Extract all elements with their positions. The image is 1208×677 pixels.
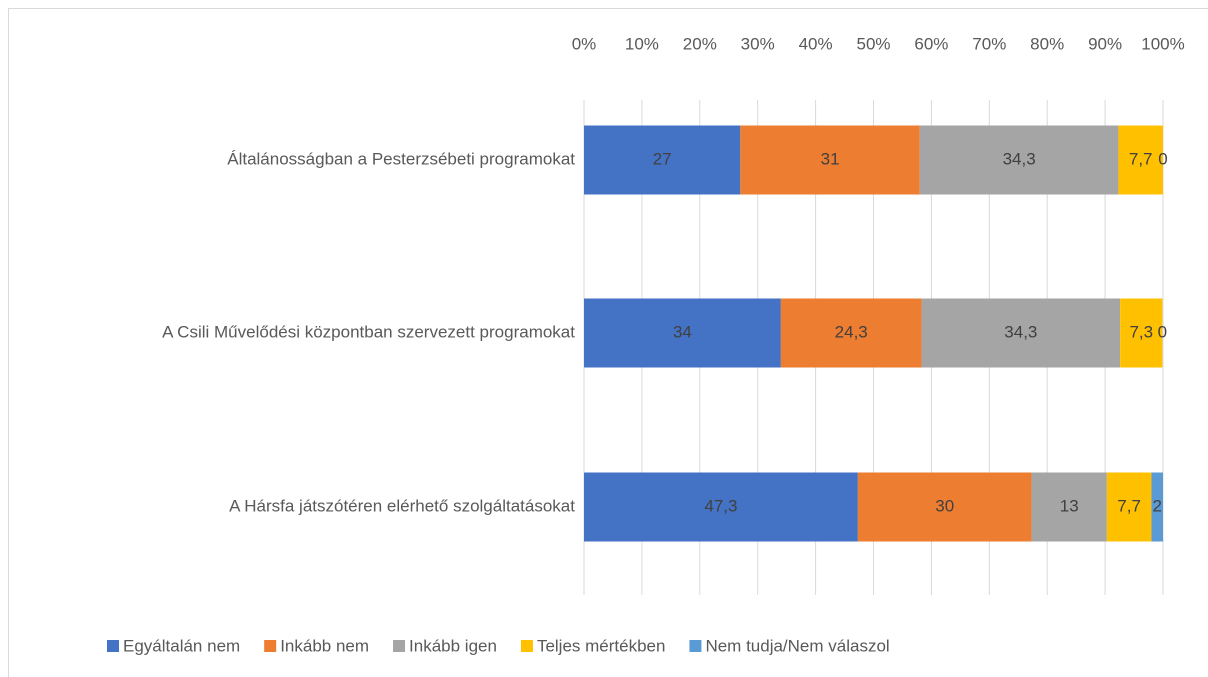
data-label: 7,7 bbox=[1117, 496, 1141, 515]
data-label: 27 bbox=[653, 149, 672, 168]
data-label: 31 bbox=[821, 149, 840, 168]
x-tick-label: 60% bbox=[914, 34, 948, 53]
x-tick-label: 80% bbox=[1030, 34, 1064, 53]
x-tick-label: 10% bbox=[625, 34, 659, 53]
chart-frame bbox=[8, 8, 1208, 677]
legend-swatch bbox=[393, 640, 406, 652]
bar-segment bbox=[1151, 472, 1163, 542]
bar-segment bbox=[919, 125, 1119, 195]
x-tick-label: 40% bbox=[799, 34, 833, 53]
x-tick-label: 50% bbox=[856, 34, 890, 53]
data-label: 13 bbox=[1060, 496, 1079, 515]
data-label: 7,7 bbox=[1129, 149, 1153, 168]
bar-segment bbox=[857, 472, 1032, 542]
legend-label: Teljes mértékben bbox=[537, 636, 666, 655]
legend-label: Egyáltalán nem bbox=[123, 636, 240, 655]
legend-swatch bbox=[107, 640, 119, 652]
data-label: 0 bbox=[1158, 322, 1167, 341]
category-label: Általánosságban a Pesterzsébeti programo… bbox=[227, 149, 575, 168]
x-tick-label: 90% bbox=[1088, 34, 1122, 53]
legend-swatch bbox=[264, 640, 277, 652]
bar-segment bbox=[1031, 472, 1107, 542]
bar-segment bbox=[584, 298, 781, 368]
data-label: 24,3 bbox=[835, 322, 868, 341]
bar-segment bbox=[780, 298, 922, 368]
legend-label: Inkább nem bbox=[280, 636, 369, 655]
bar-segment bbox=[584, 125, 741, 195]
bar-segment bbox=[1118, 125, 1163, 195]
data-label: 0 bbox=[1158, 149, 1167, 168]
x-tick-label: 70% bbox=[972, 34, 1006, 53]
data-label: 2 bbox=[1152, 496, 1161, 515]
category-label: A Hársfa játszótéren elérhető szolgáltat… bbox=[229, 496, 575, 515]
x-tick-label: 100% bbox=[1141, 34, 1184, 53]
legend-label: Inkább igen bbox=[409, 636, 497, 655]
legend-label: Nem tudja/Nem válaszol bbox=[705, 636, 889, 655]
data-label: 30 bbox=[935, 496, 954, 515]
x-tick-label: 20% bbox=[683, 34, 717, 53]
legend-swatch bbox=[689, 640, 702, 652]
bar-segment bbox=[740, 125, 920, 195]
bar-segment bbox=[1120, 298, 1163, 368]
bar-segment bbox=[1106, 472, 1152, 542]
data-label: 47,3 bbox=[704, 496, 737, 515]
category-label: A Csili Művelődési központban szervezett… bbox=[162, 322, 575, 341]
x-tick-label: 30% bbox=[741, 34, 775, 53]
bar-segment bbox=[584, 472, 858, 542]
data-label: 34,3 bbox=[1003, 149, 1036, 168]
x-tick-label: 0% bbox=[572, 34, 597, 53]
data-label: 34,3 bbox=[1004, 322, 1037, 341]
data-label: 7,3 bbox=[1129, 322, 1153, 341]
legend-swatch bbox=[520, 640, 533, 652]
data-label: 34 bbox=[673, 322, 692, 341]
bar-segment bbox=[921, 298, 1121, 368]
